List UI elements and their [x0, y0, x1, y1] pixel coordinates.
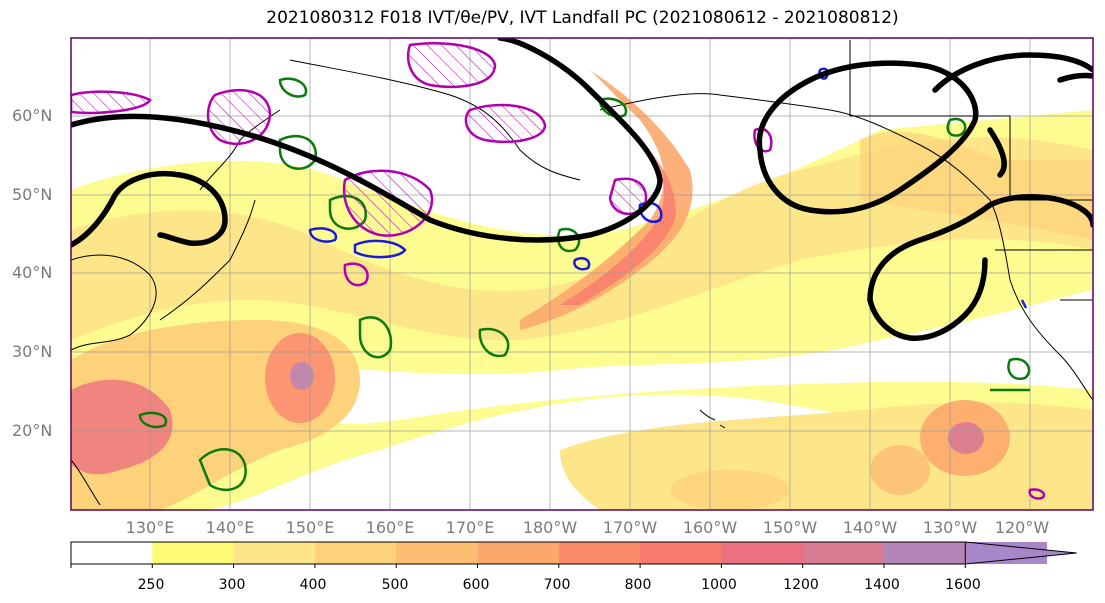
colorbar-segment [884, 542, 966, 564]
lon-label: 170°E [445, 518, 495, 537]
colorbar-tick-label: 1400 [864, 577, 900, 593]
map-frame [70, 37, 1094, 511]
lon-label: 140°W [842, 518, 898, 537]
lat-label: 30°N [12, 342, 53, 361]
colorbar-segment [558, 542, 641, 564]
colorbar-tick-label: 800 [624, 577, 652, 593]
lon-label: 160°E [365, 518, 415, 537]
lon-label: 170°W [602, 518, 658, 537]
pv-magenta-contours [71, 41, 1046, 500]
colorbar-tick-label: 250 [137, 577, 165, 593]
lat-label: 40°N [12, 263, 53, 282]
colorbar-tick-label: 600 [462, 577, 490, 593]
colorbar-tick-label: 500 [381, 577, 409, 593]
lon-label: 130°E [125, 518, 175, 537]
colorbar-extension-arrow [964, 541, 1077, 565]
colorbar-tick-label: 400 [299, 577, 327, 593]
colorbar-segment [802, 542, 885, 564]
colorbar-segment [396, 542, 478, 564]
colorbar-tick-label: 1000 [701, 577, 737, 593]
colorbar-tick-label: 1600 [945, 577, 981, 593]
colorbar-segment [71, 542, 153, 564]
lon-label: 150°E [285, 518, 335, 537]
colorbar-tick-label: 300 [218, 577, 246, 593]
colorbar-segment [233, 542, 316, 564]
lon-label: 160°W [682, 518, 738, 537]
colorbar-segment [477, 542, 560, 564]
lon-label: 180°W [522, 518, 578, 537]
colorbar-frame [70, 541, 966, 565]
lon-label: 140°E [205, 518, 255, 537]
pc-contours [71, 38, 1093, 341]
colorbar-segment [152, 542, 235, 564]
lon-label: 130°W [922, 518, 978, 537]
lat-label: 50°N [12, 185, 53, 204]
figure-title: 2021080312 F018 IVT/θe/PV, IVT Landfall … [266, 8, 899, 28]
colorbar-tick-label: 700 [543, 577, 571, 593]
lon-label: 120°W [994, 518, 1050, 537]
colorbar-tick-label: 1200 [783, 577, 819, 593]
lat-label: 60°N [12, 106, 53, 125]
grid-lines [71, 38, 1093, 510]
colorbar [70, 541, 1077, 568]
colorbar-segment [640, 542, 722, 564]
colorbar-segment [314, 542, 397, 564]
lat-label: 20°N [12, 421, 53, 440]
colorbar-segment [721, 542, 804, 564]
lon-label: 150°W [762, 518, 818, 537]
